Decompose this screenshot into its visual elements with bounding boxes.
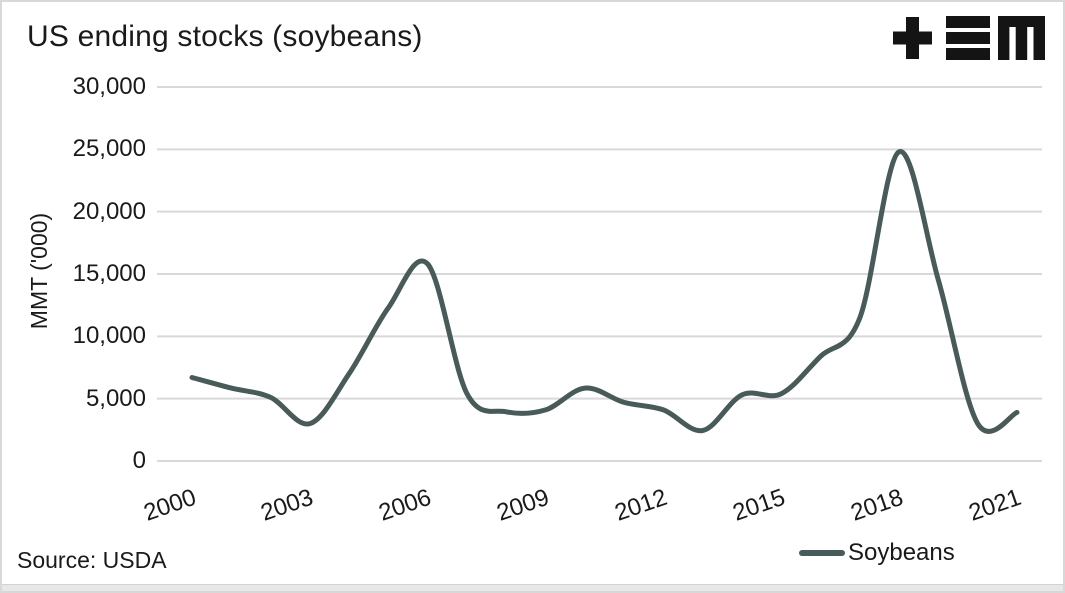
- legend-line-swatch: [799, 550, 845, 556]
- logo-m-glyph: [998, 16, 1045, 60]
- logo-plus-glyph: [893, 17, 932, 59]
- chart-title: US ending stocks (soybeans): [27, 20, 423, 53]
- tem-logo-icon: [893, 16, 1045, 60]
- y-tick-label: 10,000: [72, 322, 146, 350]
- legend-label: Soybeans: [848, 539, 955, 566]
- y-tick-label: 15,000: [72, 260, 146, 287]
- series-line-soybeans: [189, 149, 1020, 434]
- y-tick-label: 20,000: [72, 197, 146, 225]
- source-note: Source: USDA: [17, 547, 167, 573]
- y-tick-label: 25,000: [72, 135, 146, 163]
- window-bottom-edge: [2, 584, 1063, 591]
- y-tick-label: 5,000: [85, 384, 146, 412]
- y-tick-label: 30,000: [72, 73, 146, 100]
- logo-triple-bar-glyph: [946, 16, 990, 60]
- chart-plot: [157, 86, 1042, 462]
- y-tick-label: 0: [132, 447, 146, 474]
- legend: Soybeans: [799, 539, 955, 567]
- gridlines-group: [157, 86, 1042, 462]
